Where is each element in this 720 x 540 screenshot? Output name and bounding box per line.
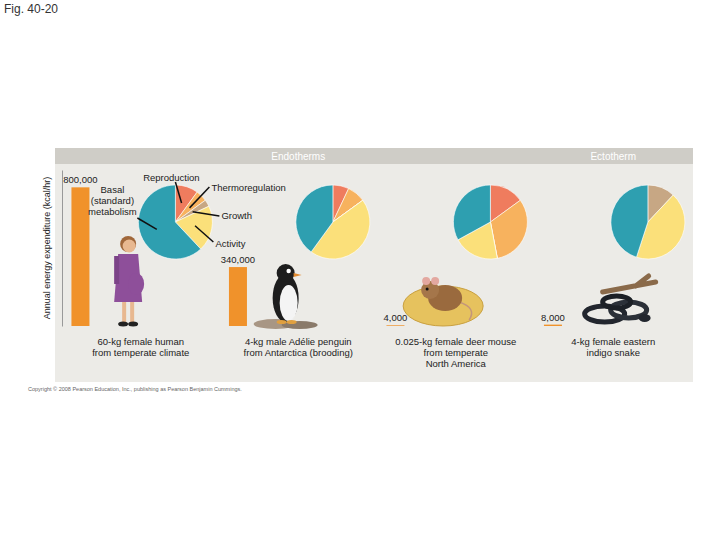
illustration-part (120, 236, 136, 252)
illustration-part (287, 320, 297, 324)
slice-label: Activity (215, 238, 245, 249)
text-line: 4-kg female eastern (571, 336, 655, 347)
illustration-part (118, 322, 128, 327)
illustration-snake (585, 276, 656, 322)
leader-line (175, 182, 181, 203)
y-axis-title: Annual energy expenditure (kcal/hr) (42, 177, 52, 320)
x-axis: 60-kg female humanfrom temperate climate… (92, 336, 655, 369)
leader-line (137, 218, 156, 229)
text-line: North America (426, 358, 487, 369)
illustration-penguin (254, 264, 318, 329)
x-tick-label: 4-kg female easternindigo snake (571, 336, 655, 358)
illustration-part (603, 296, 631, 308)
illustration-part (123, 240, 136, 253)
x-tick-label: 60-kg female humanfrom temperate climate (92, 336, 189, 358)
x-tick: 60-kg female humanfrom temperate climate (92, 336, 189, 358)
illustration-part (426, 288, 429, 291)
data-label: 340,000 (221, 254, 255, 265)
leader-line (195, 226, 213, 242)
text-line: 4-kg male Adélie penguin (245, 336, 352, 347)
x-tick: 4-kg female easternindigo snake (571, 336, 655, 358)
illustration-part (286, 269, 290, 273)
text-line: Thermoregulation (211, 182, 285, 193)
header-band (55, 148, 693, 164)
illustration-part (282, 321, 318, 329)
pie-slice (453, 185, 490, 240)
group-header: Ectotherm (590, 151, 636, 162)
illustration-part (277, 264, 295, 282)
x-tick: 0.025-kg female deer mousefrom temperate… (395, 336, 516, 369)
leader-line (193, 212, 220, 216)
text-line: metabolism (88, 206, 137, 217)
footnote: Copyright © 2008 Pearson Education, Inc.… (28, 386, 242, 392)
slice-label: Thermoregulation (211, 182, 285, 193)
illustration-part (294, 273, 302, 277)
text-line: from temperate (424, 347, 488, 358)
x-tick-label: 4-kg male Adélie penguinfrom Antarctica … (244, 336, 353, 358)
panel (55, 148, 693, 382)
x-tick: 4-kg male Adélie penguinfrom Antarctica … (244, 336, 353, 358)
group-header: Endotherms (271, 151, 325, 162)
illustration-part (277, 320, 287, 324)
y-axis-line (62, 171, 63, 327)
data-label: 4,000 (384, 312, 408, 323)
pie (453, 185, 527, 259)
illustration-part (128, 322, 138, 327)
text-line: Growth (221, 210, 252, 221)
slice-label: Growth (221, 210, 252, 221)
slice-label: Reproduction (143, 172, 200, 183)
text-line: 0.025-kg female deer mouse (395, 336, 516, 347)
illustration-mouse (403, 277, 483, 326)
data-label: 800,000 (63, 174, 97, 185)
bar (544, 325, 562, 326)
illustration-human (114, 236, 144, 327)
text-line: indigo snake (587, 347, 640, 358)
illustration-part (128, 273, 144, 295)
text-line: 60-kg female human (97, 336, 184, 347)
figure-title: Fig. 40-20 (4, 2, 58, 16)
illustration-part (280, 285, 298, 321)
slice-label: Basal(standard)metabolism (88, 184, 137, 217)
text-line: Activity (215, 238, 245, 249)
y-axis (62, 171, 63, 327)
illustration-part (639, 314, 651, 322)
illustration-part (459, 302, 471, 320)
data-label: 8,000 (541, 312, 565, 323)
text-line: Reproduction (143, 172, 200, 183)
pie-slice (138, 185, 200, 259)
text-line: Basal (101, 184, 125, 195)
bar (71, 187, 89, 326)
bar (386, 325, 404, 326)
pie (611, 185, 685, 259)
pie-slice (611, 185, 648, 257)
pie (296, 185, 370, 259)
pie-slice (296, 185, 333, 252)
illustration-part (422, 277, 430, 285)
leader-line (190, 187, 210, 208)
illustration-part (114, 256, 119, 284)
illustration-part (431, 277, 439, 285)
x-tick-label: 0.025-kg female deer mousefrom temperate… (395, 336, 516, 369)
illustration-part (603, 276, 656, 292)
illustration-part (403, 286, 483, 326)
bar (229, 267, 247, 326)
text-line: from temperate climate (92, 347, 189, 358)
text-line: (standard) (91, 195, 134, 206)
pie: Reproduction Thermoregulation Growth Activi… (88, 172, 286, 259)
text-line: from Antarctica (brooding) (244, 347, 353, 358)
